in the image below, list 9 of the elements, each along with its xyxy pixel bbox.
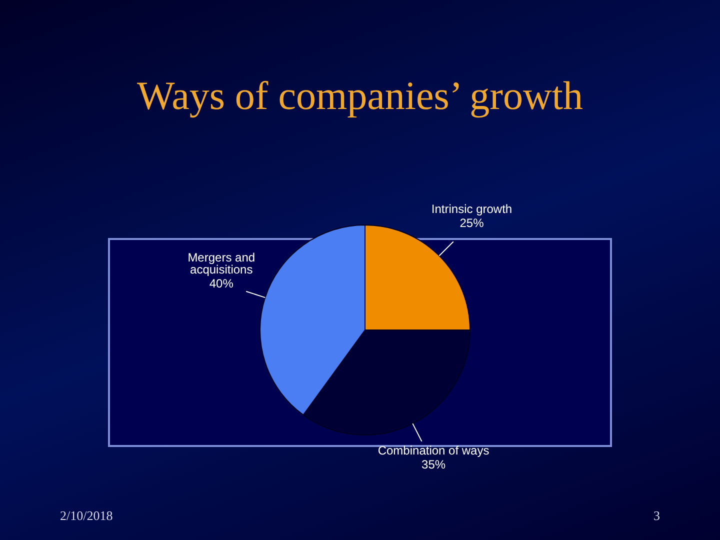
slice-label: Intrinsic growth bbox=[431, 202, 512, 216]
data-label: 35% bbox=[422, 458, 446, 472]
chart-title: Ways of companies’ growth bbox=[136, 72, 584, 119]
text: 2/10/2018 bbox=[60, 508, 113, 524]
slice-label: Combination of ways bbox=[378, 444, 490, 458]
data-label: 25% bbox=[460, 216, 484, 230]
text: 3 bbox=[654, 508, 660, 524]
slice-label: Mergers and acquisitions bbox=[188, 250, 256, 276]
data-label: 40% bbox=[209, 276, 234, 290]
